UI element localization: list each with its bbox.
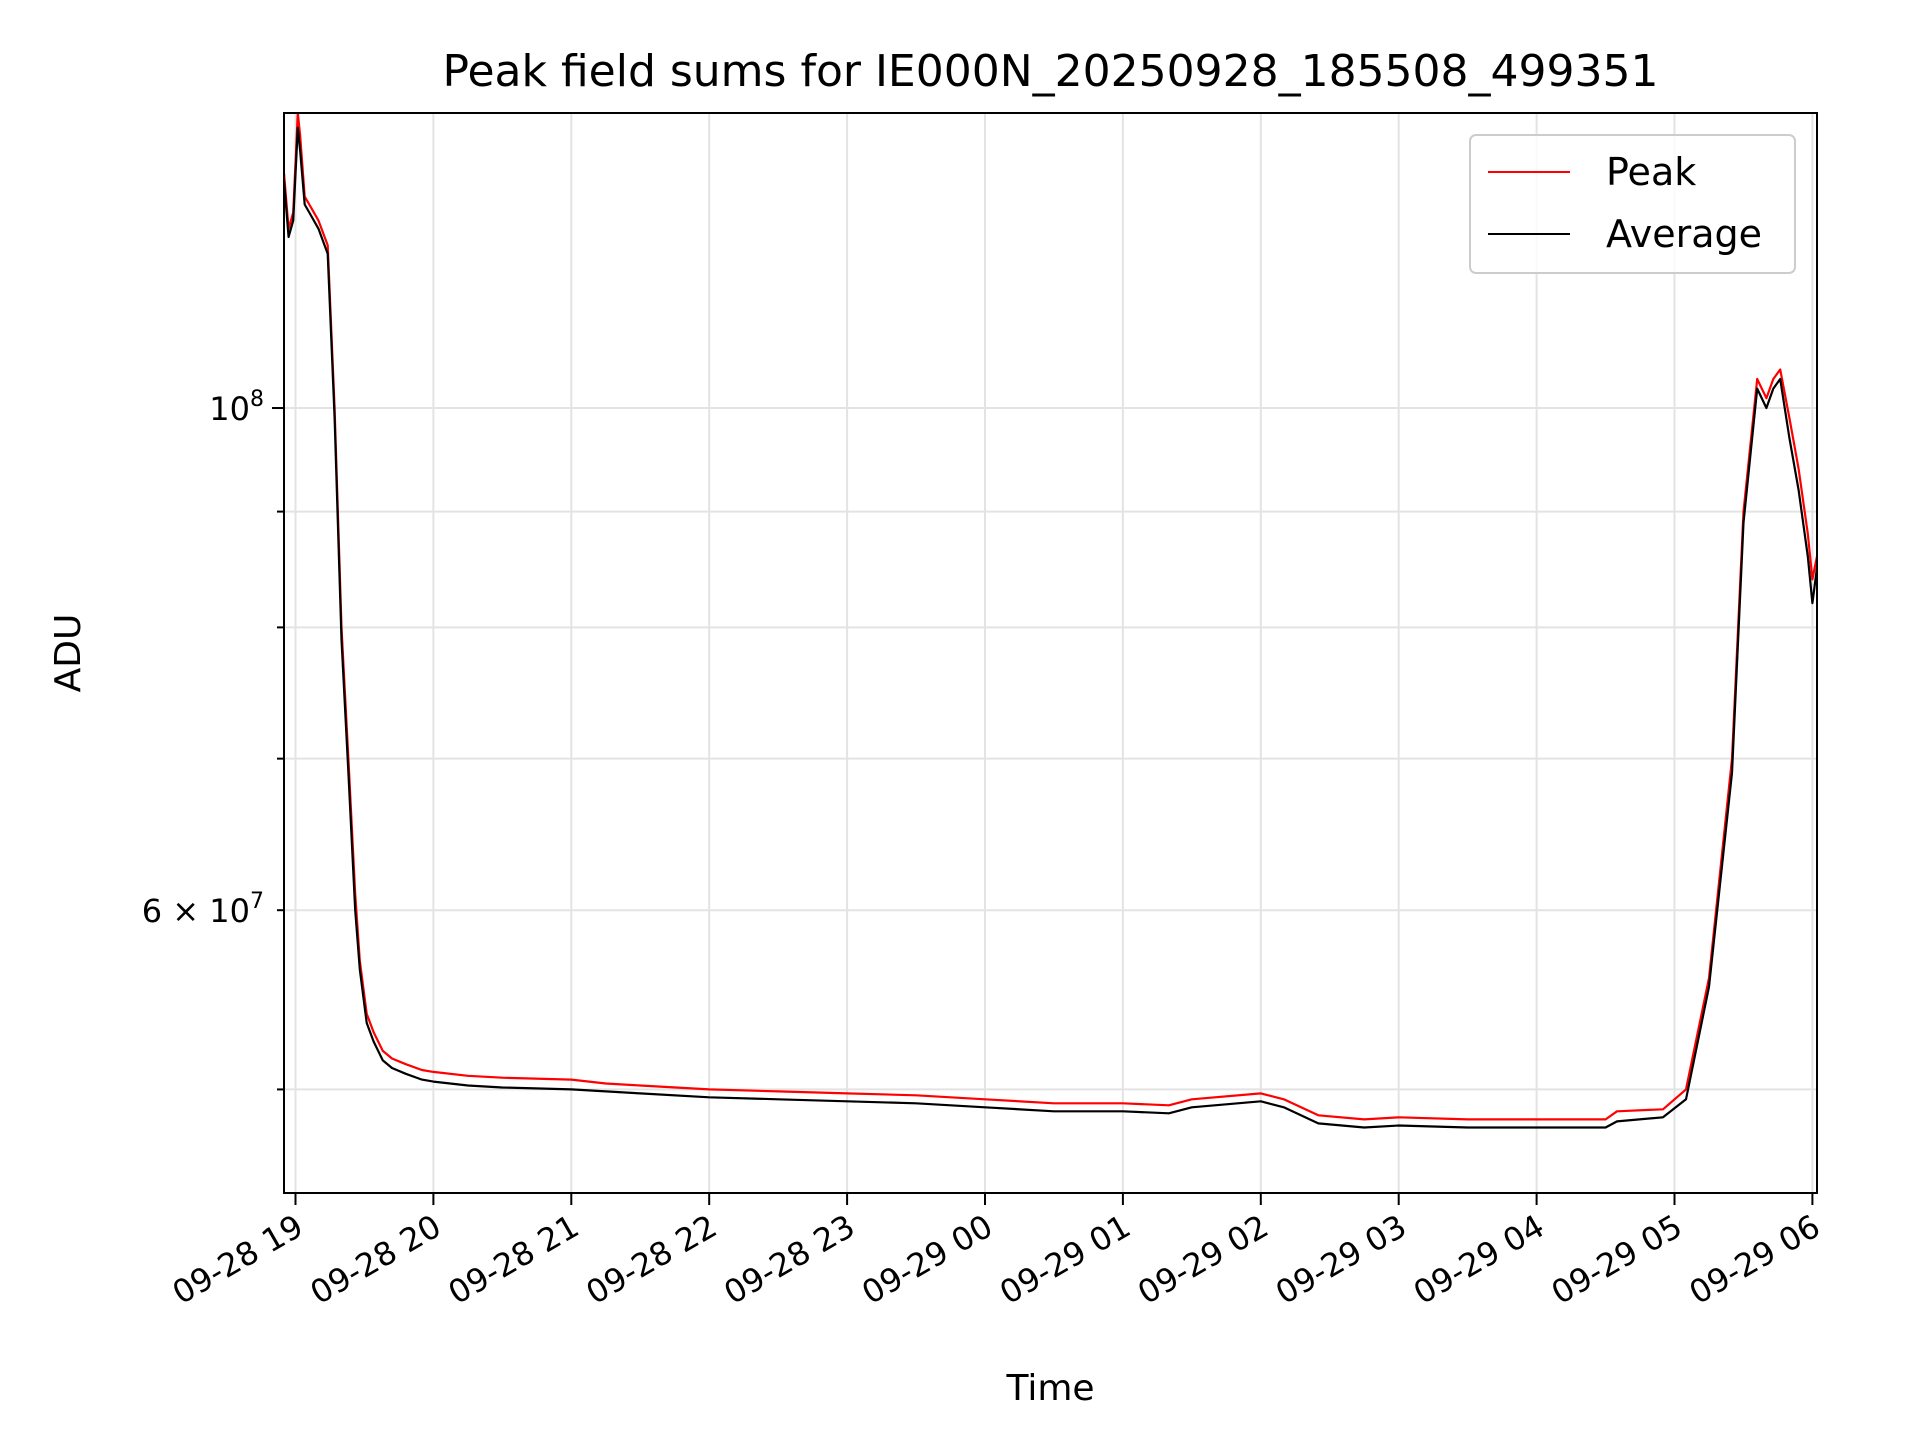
legend: Peak Average (1469, 134, 1796, 274)
y-tick-label: 108 (209, 387, 264, 428)
chart-title: Peak field sums for IE000N_20250928_1855… (442, 46, 1658, 97)
series-line-average (282, 126, 1819, 1129)
y-tick-label: 6 × 107 (142, 889, 264, 930)
legend-label-average: Average (1606, 212, 1762, 256)
legend-label-peak: Peak (1606, 150, 1696, 194)
plot-frame (283, 112, 1818, 1194)
x-axis-label: Time (1005, 1368, 1094, 1409)
y-axis-ticks: 108 6 × 107 (142, 387, 284, 1091)
legend-box (1469, 134, 1796, 274)
grid (284, 113, 1817, 1193)
y-axis-label: ADU (48, 614, 89, 693)
series-lines (282, 111, 1819, 1129)
